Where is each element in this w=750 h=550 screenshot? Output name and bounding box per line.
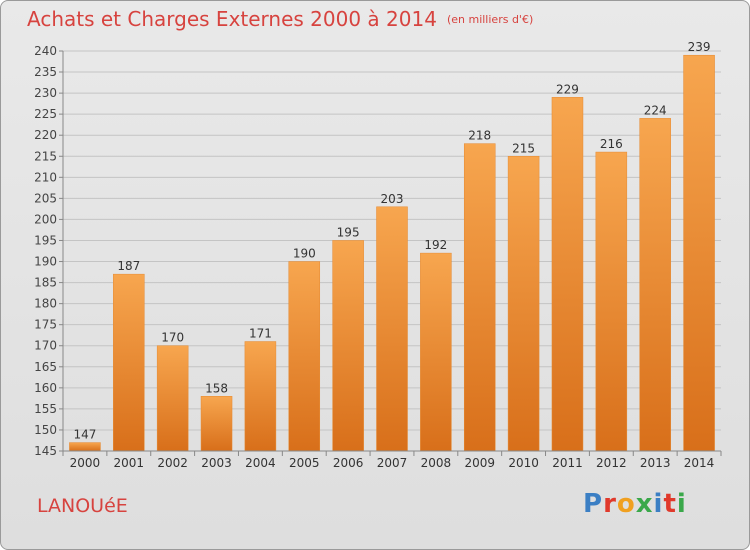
bar-value-label: 170 (161, 331, 184, 345)
bar-value-label: 195 (337, 225, 360, 239)
bar (244, 341, 277, 452)
bar-value-label: 147 (73, 428, 96, 442)
x-tick-label: 2002 (157, 456, 188, 470)
y-tick-label: 145 (34, 444, 57, 458)
bar (595, 151, 628, 452)
y-axis: 145 150 155 160 165 170 175 180 185 190 195 200 205 2… (34, 44, 64, 458)
bar (156, 345, 189, 452)
x-tick-label: 2010 (508, 456, 539, 470)
chart-title: Achats et Charges Externes 2000 à 2014 (e… (27, 7, 533, 31)
x-tick-label: 2001 (114, 456, 145, 470)
y-tick-label: 155 (34, 402, 57, 416)
y-tick-label: 160 (34, 381, 57, 395)
bar-value-label: 239 (688, 40, 711, 54)
bar (420, 252, 452, 452)
x-axis: 2000 2001 2002 2003 2004 2005 2006 2007 2008 2009… (62, 450, 722, 470)
x-tick-label: 2013 (640, 456, 671, 470)
y-tick-label: 235 (34, 65, 57, 79)
bar (551, 97, 584, 452)
x-tick-label: 2007 (377, 456, 408, 470)
bar-value-label: 187 (117, 259, 140, 273)
bar-value-label: 190 (293, 247, 316, 261)
chart-subtitle: (en milliers d'€) (446, 13, 534, 26)
x-tick-label: 2011 (552, 456, 583, 470)
x-tick-label: 2003 (201, 456, 232, 470)
y-tick-label: 190 (34, 255, 57, 269)
y-tick-label: 165 (34, 360, 57, 374)
chart-title-text: Achats et Charges Externes 2000 à 2014 (27, 7, 437, 31)
bar-value-label: 229 (556, 82, 579, 96)
bar (507, 156, 540, 452)
y-tick-label: 220 (34, 128, 57, 142)
y-tick-label: 185 (34, 276, 57, 290)
bar (376, 206, 408, 452)
bar (113, 273, 145, 452)
bar (683, 54, 715, 452)
y-tick-label: 225 (34, 107, 57, 121)
x-tick-label: 2000 (70, 456, 101, 470)
bar (288, 261, 321, 452)
x-tick-label: 2008 (421, 456, 452, 470)
bar-value-label: 218 (468, 129, 491, 143)
bar (200, 396, 233, 452)
commune-name: LANOUéE (37, 495, 128, 517)
bar-value-label: 224 (644, 103, 667, 117)
x-tick-label: 2004 (245, 456, 276, 470)
y-tick-label: 175 (34, 318, 57, 332)
bar-value-label: 215 (512, 141, 535, 155)
y-tick-label: 230 (34, 86, 57, 100)
bar (463, 143, 496, 452)
y-tick-label: 170 (34, 339, 57, 353)
y-tick-label: 240 (34, 44, 57, 58)
bar (69, 442, 101, 452)
bar-value-label: 203 (381, 192, 404, 206)
bar-value-label: 171 (249, 327, 272, 341)
y-tick-label: 215 (34, 149, 57, 163)
proxiti-logo: Proxiti (583, 489, 687, 519)
y-tick-label: 205 (34, 191, 57, 205)
bar (332, 240, 364, 452)
x-tick-label: 2006 (333, 456, 364, 470)
y-tick-label: 195 (34, 233, 57, 247)
bar-value-label: 158 (205, 381, 228, 395)
x-tick-label: 2014 (684, 456, 715, 470)
bar-value-label: 192 (424, 238, 447, 252)
y-tick-label: 150 (34, 423, 57, 437)
bar-value-label: 216 (600, 137, 623, 151)
bars (69, 54, 715, 452)
y-tick-label: 210 (34, 170, 57, 184)
x-tick-label: 2005 (289, 456, 320, 470)
x-tick-label: 2012 (596, 456, 627, 470)
y-tick-label: 180 (34, 297, 57, 311)
bar (639, 118, 671, 452)
value-labels: 147 187 170 158 171 190 195 203 192 218 215 229 216 2… (73, 40, 710, 441)
y-tick-label: 200 (34, 212, 57, 226)
x-tick-label: 2009 (464, 456, 495, 470)
